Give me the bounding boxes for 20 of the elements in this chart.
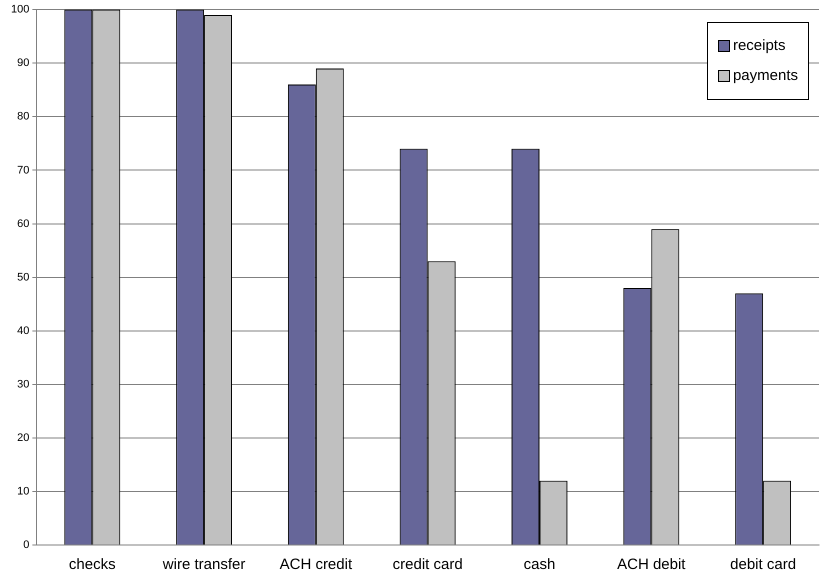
y-tick-label: 20 <box>17 432 30 444</box>
x-tick-label: checks <box>68 556 116 574</box>
y-tick-label: 70 <box>17 164 30 176</box>
x-tick-label: cash <box>524 556 556 574</box>
x-tick-label: ACH debit <box>617 556 686 574</box>
y-tick-label: 30 <box>17 378 30 390</box>
x-tick-label: credit card <box>392 556 463 574</box>
x-tick-label: ACH credit <box>280 556 353 574</box>
y-tick-label: 90 <box>17 57 30 70</box>
y-tick-label: 10 <box>17 485 30 498</box>
y-tick-label: 0 <box>23 539 30 552</box>
x-tick-label: debit card <box>730 556 796 574</box>
y-tick-label: 40 <box>17 324 30 337</box>
y-tick-label: 100 <box>10 4 30 16</box>
y-tick-label: 50 <box>17 271 30 284</box>
y-tick-label: 60 <box>17 218 30 230</box>
x-tick-label: wire transfer <box>162 556 246 574</box>
legend-label: receipts <box>732 36 786 56</box>
y-tick-label: 80 <box>17 110 30 123</box>
legend-label: payments <box>732 66 798 86</box>
